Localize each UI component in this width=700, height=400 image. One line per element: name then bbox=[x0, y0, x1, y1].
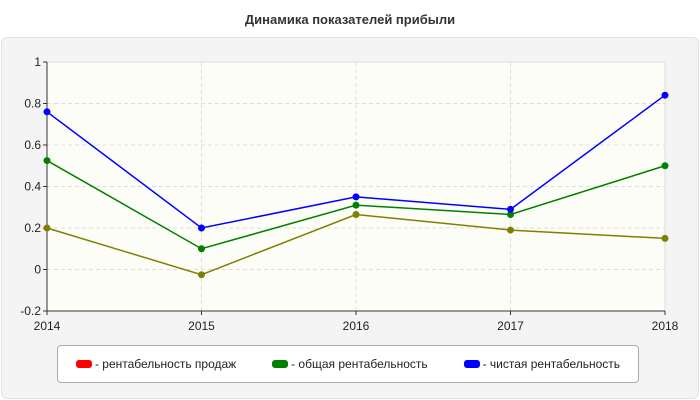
x-tick-label: 2016 bbox=[343, 319, 370, 333]
legend-item[interactable]: - чистая рентабельность bbox=[463, 357, 621, 371]
data-point bbox=[352, 201, 360, 209]
legend-item[interactable]: - рентабельность продаж bbox=[75, 357, 237, 371]
legend-label: - рентабельность продаж bbox=[94, 357, 237, 371]
x-tick-label: 2015 bbox=[188, 319, 215, 333]
y-tick-label: 1 bbox=[34, 55, 41, 69]
legend-label: - общая рентабельность bbox=[291, 357, 428, 371]
data-point bbox=[352, 193, 360, 201]
data-point bbox=[661, 234, 669, 242]
data-point bbox=[661, 91, 669, 99]
data-point bbox=[507, 211, 514, 219]
data-point bbox=[198, 271, 205, 279]
data-point bbox=[661, 162, 669, 170]
line-chart: -0.2 0 0.2 0.4 0.6 0.8 1 2014 2015 2016 2017 2018 bbox=[20, 55, 679, 333]
data-point bbox=[507, 226, 514, 234]
x-tick-label: 2017 bbox=[497, 319, 524, 333]
x-tick-label: 2018 bbox=[652, 319, 679, 333]
legend-swatch bbox=[272, 360, 289, 368]
y-tick-label: 0.8 bbox=[24, 97, 41, 111]
legend-swatch bbox=[75, 360, 92, 368]
legend-label: - чистая рентабельность bbox=[482, 357, 621, 371]
data-point bbox=[43, 157, 51, 165]
chart-title: Динамика показателей прибыли bbox=[244, 12, 456, 27]
y-tick-label: 0 bbox=[34, 263, 41, 277]
data-point bbox=[198, 245, 205, 253]
data-point bbox=[198, 224, 205, 232]
data-point bbox=[43, 108, 51, 116]
legend: - рентабельность продаж - общая рентабел… bbox=[57, 345, 639, 383]
y-tick-label: 0.6 bbox=[24, 138, 41, 152]
data-point bbox=[352, 211, 360, 219]
data-point bbox=[43, 224, 51, 232]
legend-swatch bbox=[463, 360, 480, 368]
y-tick-label: -0.2 bbox=[20, 304, 41, 318]
y-tick-label: 0.2 bbox=[24, 221, 41, 235]
data-point bbox=[507, 205, 514, 213]
y-tick-label: 0.4 bbox=[24, 180, 41, 194]
x-tick-label: 2014 bbox=[34, 319, 61, 333]
legend-item[interactable]: - общая рентабельность bbox=[272, 357, 428, 371]
